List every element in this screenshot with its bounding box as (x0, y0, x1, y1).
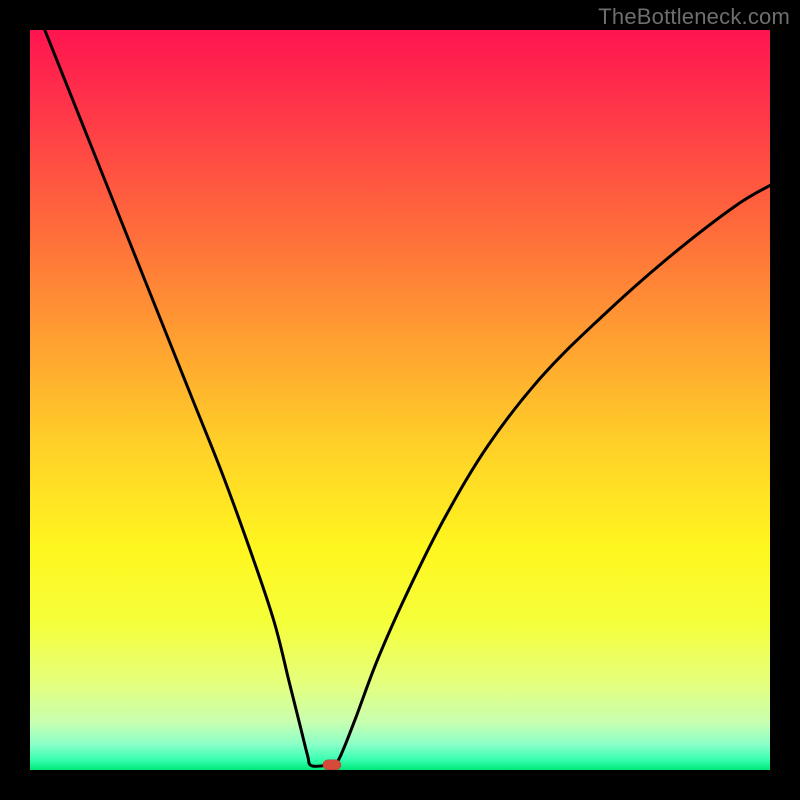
chart-svg (0, 0, 800, 800)
watermark-text: TheBottleneck.com (598, 4, 790, 30)
chart-canvas: TheBottleneck.com (0, 0, 800, 800)
plot-background (30, 30, 770, 770)
optimal-marker (323, 760, 341, 770)
